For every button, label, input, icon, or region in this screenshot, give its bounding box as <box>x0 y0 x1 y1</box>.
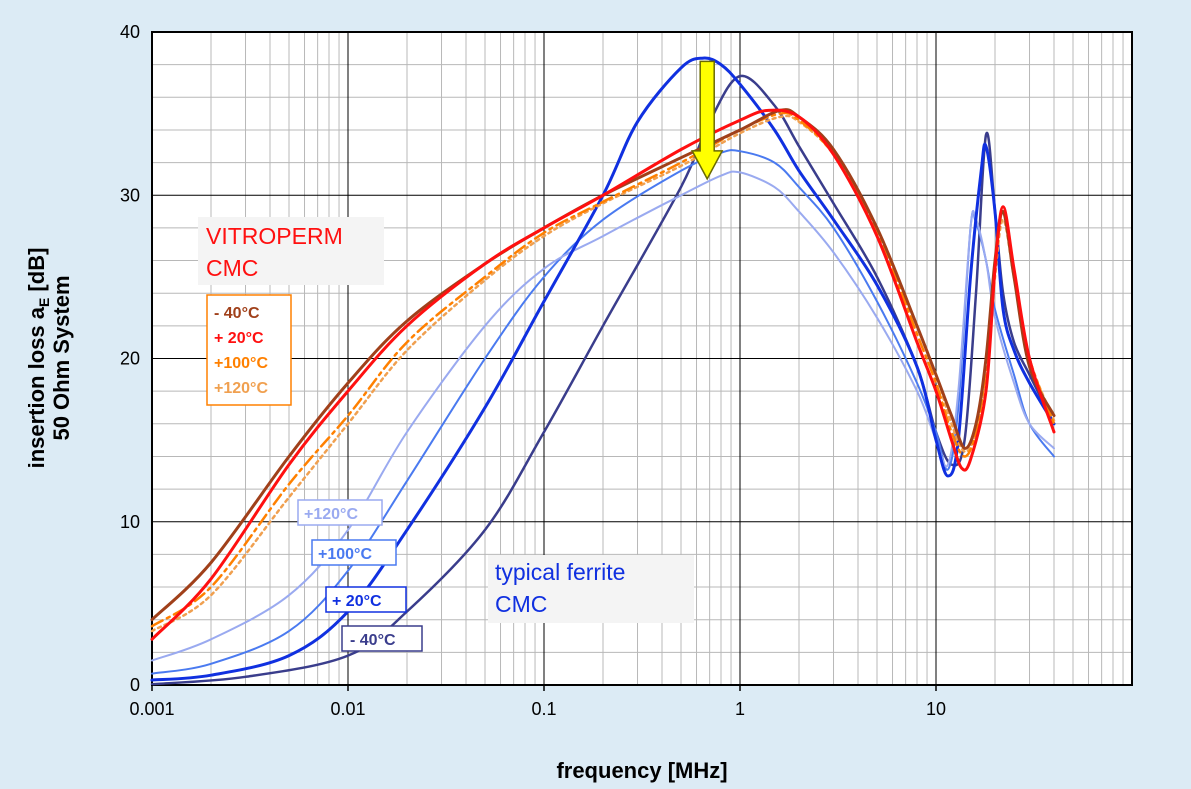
y-axis-title-sub: E <box>36 298 52 307</box>
y-tick-label: 10 <box>120 512 140 532</box>
series-line-fer_p20 <box>150 56 1056 682</box>
ferrite-title-line1: typical ferrite <box>495 559 625 585</box>
y-tick-label: 20 <box>120 349 140 369</box>
x-tick-label: 0.01 <box>330 699 365 719</box>
vitroperm-title-line1: VITROPERM <box>206 223 343 249</box>
plot-frame <box>151 31 1133 686</box>
ferrite-label-p120: +120°C <box>297 499 383 526</box>
x-axis-title: frequency [MHz] <box>556 758 727 783</box>
y-tick-label: 0 <box>130 675 140 695</box>
series-line-vit_p20 <box>150 108 1056 641</box>
y-axis-title-line2: 50 Ohm System <box>49 275 74 440</box>
ferrite-label-m40: - 40°C <box>341 625 423 652</box>
vitroperm-legend-m40: - 40°C <box>214 305 260 322</box>
x-tick-label: 1 <box>735 699 745 719</box>
y-axis-title-unit: [dB] <box>24 248 49 298</box>
temperature-drop-arrow <box>690 60 724 181</box>
svg-text:insertion loss aE [dB]: insertion loss aE [dB] <box>24 248 52 469</box>
x-tick-label: 0.001 <box>129 699 174 719</box>
vitroperm-title-line2: CMC <box>206 255 258 281</box>
y-axis-title: insertion loss aE [dB] 50 Ohm System <box>24 248 74 469</box>
series-layer <box>150 56 1056 686</box>
vitroperm-title-bg <box>198 217 384 285</box>
x-tick-label: 0.1 <box>531 699 556 719</box>
vitroperm-legend-p20: + 20°C <box>214 330 264 347</box>
ferrite-title-bg <box>488 555 694 623</box>
ferrite-title-line2: CMC <box>495 591 547 617</box>
svg-text:- 40°C: - 40°C <box>350 632 396 649</box>
tick-labels: 0.001 0.01 0.1 1 10 0 10 20 30 40 <box>120 22 946 719</box>
svg-text:+100°C: +100°C <box>318 546 372 563</box>
svg-text:+ 20°C: + 20°C <box>332 593 382 610</box>
vitroperm-legend: - 40°C + 20°C +100°C +120°C <box>206 294 292 406</box>
series-line-fer_p120 <box>151 170 1055 662</box>
svg-text:+120°C: +120°C <box>304 506 358 523</box>
ferrite-label-p100: +100°C <box>311 539 397 566</box>
y-axis-title-main: insertion loss a <box>24 306 49 468</box>
y-tick-label: 30 <box>120 185 140 205</box>
x-tick-label: 10 <box>926 699 946 719</box>
ferrite-label-p20: + 20°C <box>325 586 407 613</box>
vitroperm-legend-p100: +100°C <box>214 355 268 372</box>
vitroperm-legend-p120: +120°C <box>214 380 268 397</box>
y-tick-label: 40 <box>120 22 140 42</box>
arrow-layer <box>690 60 724 181</box>
